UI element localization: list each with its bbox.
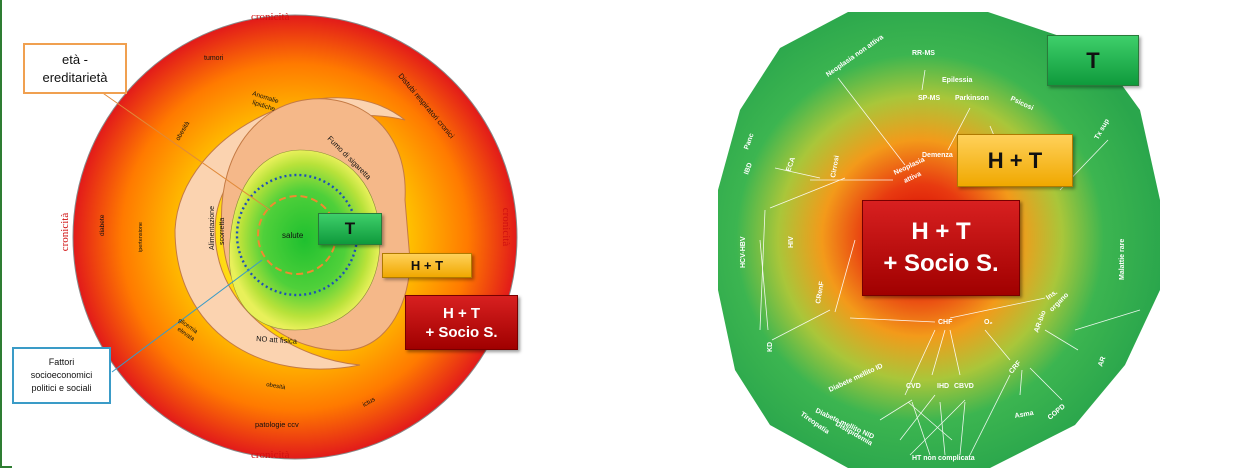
cronicita-bottom: cronicità: [251, 449, 290, 461]
right-badge-hts-line2: + Socio S.: [883, 250, 999, 277]
label-malattie-rare: Malattie rare: [1119, 239, 1126, 280]
right-badge-hts: H + T + Socio S.: [862, 200, 1020, 296]
label-epilessia: Epilessia: [942, 77, 972, 84]
eta-text-1: età -: [61, 51, 88, 67]
eta-callout: età - ereditarietà: [23, 43, 127, 94]
label-o2: O₂: [984, 319, 993, 326]
left-badge-t: T: [318, 213, 382, 245]
cronicita-right: cronicità: [500, 208, 512, 247]
label-chf: CHF: [938, 319, 953, 326]
eta-text-2: ereditarietà: [42, 69, 108, 85]
fattori-text-1: Fattori: [48, 357, 75, 367]
right-badge-t: T: [1047, 35, 1139, 86]
label-cbvd: CBVD: [954, 383, 974, 390]
left-badge-hts: H + T + Socio S.: [405, 295, 518, 350]
page-border-bottom: [0, 466, 12, 468]
fattori-text-3: politici e sociali: [31, 383, 92, 393]
label-rr-ms: RR-MS: [912, 50, 935, 57]
left-badge-hts-line1: H + T: [442, 304, 481, 322]
label-asma: Asma: [1014, 410, 1034, 420]
label-hiv: HIV: [788, 236, 795, 248]
obesita-bottom-label: obesità: [266, 382, 287, 391]
label-kd: KD: [767, 342, 774, 352]
page-border-left: [0, 0, 2, 468]
left-badge-ht: H + T: [382, 253, 472, 278]
salute-label: salute: [282, 231, 304, 240]
cronicita-top: cronicità: [251, 11, 290, 23]
label-sp-ms: SP-MS: [918, 95, 941, 102]
left-badge-hts-line2: + Socio S.: [425, 323, 498, 341]
no-att-fisica-label: NO att fisica: [256, 334, 298, 346]
arrow-group: [759, 69, 1141, 456]
label-cirrosi: Cirrosi: [830, 155, 841, 178]
fattori-text-2: socioeconomici: [30, 370, 93, 380]
label-hcv-hbv: HCV-HBV: [740, 236, 747, 268]
patologie-label: patologie ccv: [255, 420, 299, 429]
label-ht: HT non complicata: [912, 455, 975, 462]
alimentazione-label-2: scorretta: [219, 218, 226, 245]
label-crenf: CRenF: [815, 280, 826, 304]
label-ihd: IHD: [937, 383, 949, 390]
alimentazione-label-1: Alimentazione: [209, 206, 216, 250]
label-eca: ECA: [785, 156, 797, 172]
diabete-label: diabete: [99, 214, 106, 236]
tumori-label: tumori: [204, 55, 224, 62]
cronicita-left: cronicità: [59, 213, 71, 252]
label-ibd: IBD: [743, 162, 754, 176]
label-parkinson: Parkinson: [955, 95, 989, 102]
right-badge-hts-line1: H + T: [911, 218, 971, 245]
label-cvd: CVD: [906, 383, 921, 390]
eta-connector: [86, 81, 271, 211]
ipertensione-label: ipertensione: [138, 222, 144, 252]
label-demenza: Demenza: [922, 152, 953, 159]
label-ctd: CTD: [1143, 318, 1154, 334]
fattori-connector: [111, 259, 263, 373]
label-ar: AR: [1097, 356, 1107, 368]
right-badge-ht: H + T: [957, 134, 1073, 187]
health-zone: [228, 149, 381, 331]
fattori-callout: Fattori socioeconomici politici e social…: [12, 347, 111, 404]
